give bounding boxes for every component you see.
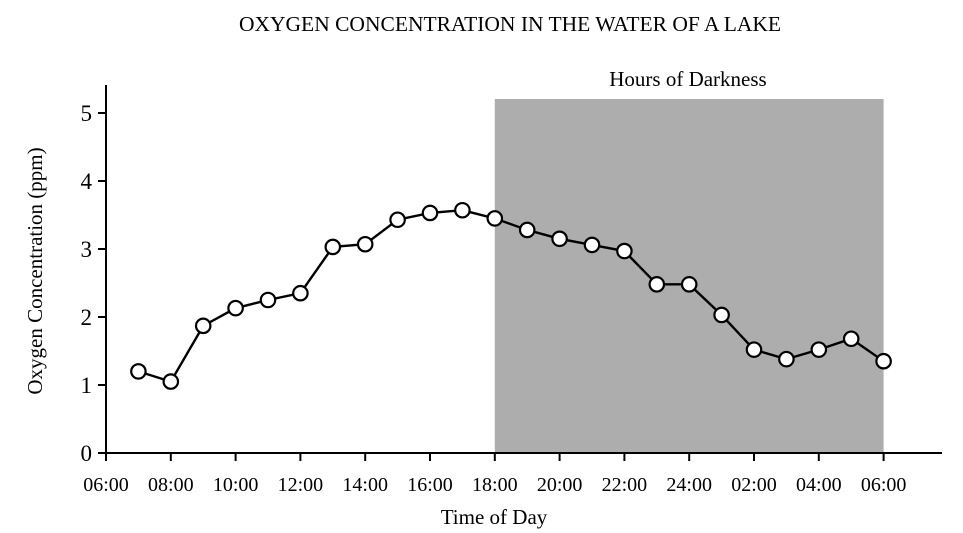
- chart-title: OXYGEN CONCENTRATION IN THE WATER OF A L…: [239, 12, 781, 36]
- data-point: [389, 211, 406, 229]
- x-tick-label: 22:00: [602, 474, 648, 496]
- data-point: [842, 330, 860, 348]
- x-axis-label: Time of Day: [441, 505, 548, 529]
- data-point: [421, 204, 439, 222]
- data-point: [713, 306, 730, 324]
- data-point: [259, 291, 277, 309]
- x-tick-label: 06:00: [83, 474, 129, 496]
- data-point: [778, 350, 795, 368]
- x-tick-label: 20:00: [537, 474, 583, 496]
- data-point: [875, 352, 892, 370]
- data-point: [227, 299, 244, 317]
- data-point: [680, 276, 698, 293]
- x-tick-label: 06:00: [861, 474, 907, 496]
- darkness-region: [494, 99, 884, 453]
- x-tick-label: 24:00: [666, 474, 712, 496]
- data-point: [551, 230, 568, 248]
- data-point: [454, 201, 471, 219]
- y-tick-label: 0: [81, 441, 93, 466]
- data-point: [324, 238, 342, 256]
- y-axis-label: Oxygen Concentration (ppm): [23, 147, 47, 394]
- x-tick-label: 02:00: [731, 474, 777, 496]
- data-point: [518, 221, 536, 239]
- x-tick-label: 16:00: [407, 474, 453, 496]
- y-tick-label: 2: [81, 305, 93, 330]
- data-point: [616, 242, 633, 260]
- x-tick-label: 04:00: [796, 474, 842, 496]
- x-tick-label: 10:00: [213, 474, 259, 496]
- x-tick-label: 12:00: [278, 474, 324, 496]
- data-point: [810, 341, 828, 358]
- data-point: [292, 284, 309, 302]
- data-point: [356, 235, 374, 253]
- data-point: [648, 276, 666, 293]
- x-tick-label: 18:00: [472, 474, 518, 496]
- data-point: [745, 341, 763, 358]
- shaded-region-label: Hours of Darkness: [609, 67, 766, 91]
- y-tick-label: 5: [81, 101, 93, 126]
- data-point: [194, 317, 212, 335]
- data-point: [130, 363, 147, 380]
- y-tick-label: 1: [81, 373, 93, 398]
- x-tick-label: 08:00: [148, 474, 194, 496]
- data-point: [583, 236, 601, 254]
- y-tick-label: 3: [81, 237, 93, 262]
- y-tick-label: 4: [81, 169, 93, 194]
- data-point: [486, 210, 504, 227]
- x-tick-label: 14:00: [342, 474, 388, 496]
- data-point: [162, 373, 180, 390]
